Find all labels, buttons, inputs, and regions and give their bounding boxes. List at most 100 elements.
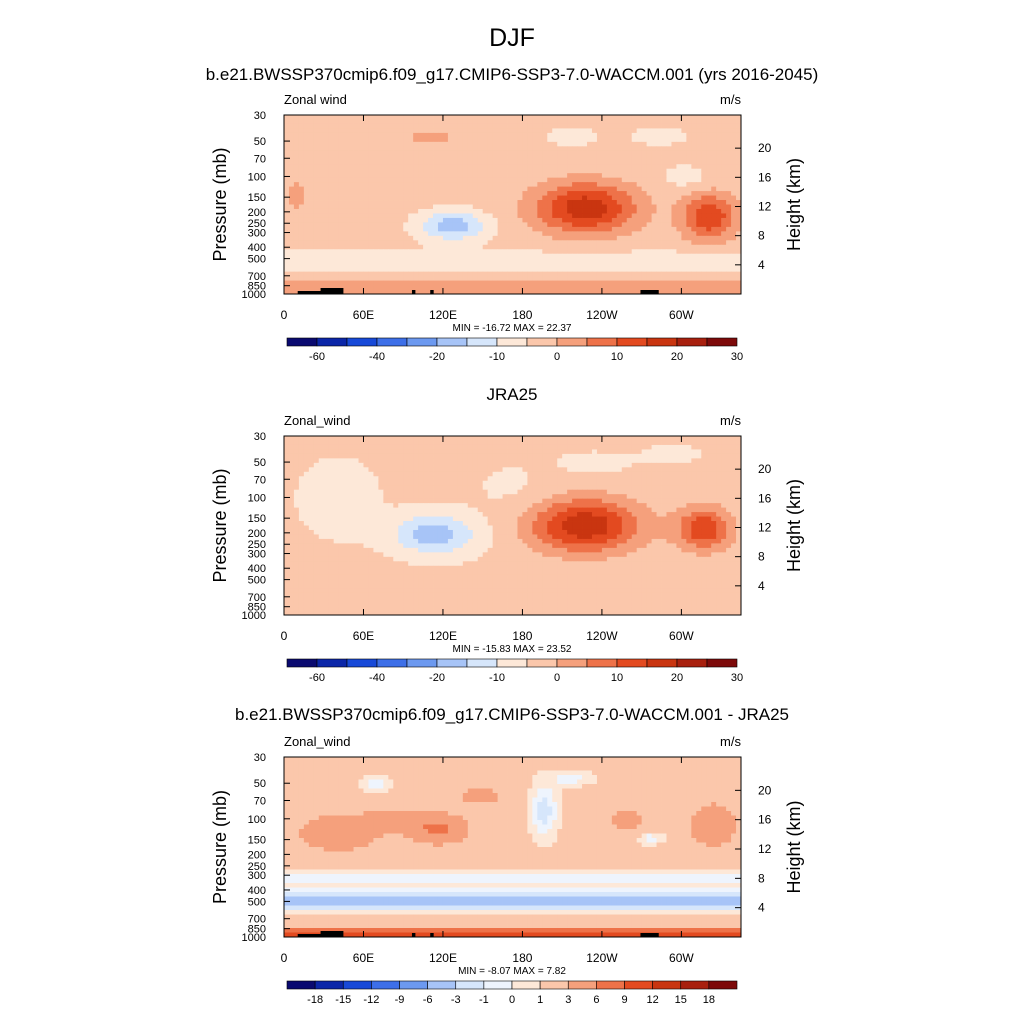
- field-cell: [343, 244, 349, 250]
- field-cell: [373, 128, 379, 134]
- field-cell: [651, 485, 657, 491]
- field-cell: [651, 436, 657, 441]
- field-cell: [323, 204, 330, 210]
- field-cell: [706, 453, 712, 459]
- field-cell: [462, 271, 469, 277]
- field-cell: [676, 271, 682, 277]
- field-cell: [656, 204, 662, 210]
- field-cell: [368, 213, 374, 219]
- field-cell: [726, 480, 732, 486]
- field-cell: [616, 159, 623, 165]
- field-cell: [373, 177, 379, 183]
- field-cell: [313, 164, 320, 170]
- field-cell: [671, 146, 677, 152]
- field-cell: [527, 123, 533, 129]
- field-cell: [293, 217, 300, 223]
- field-cell: [532, 267, 538, 273]
- field-cell: [512, 164, 518, 170]
- field-cell: [567, 141, 573, 147]
- field-cell: [428, 213, 434, 219]
- field-cell: [562, 128, 568, 134]
- field-cell: [562, 462, 568, 468]
- field-cell: [452, 173, 459, 179]
- field-cell: [482, 204, 489, 210]
- field-cell: [378, 208, 384, 214]
- field-cell: [333, 253, 340, 259]
- field-cell: [596, 204, 603, 210]
- field-cell: [636, 280, 643, 286]
- field-cell: [721, 262, 727, 268]
- field-cell: [656, 217, 662, 223]
- field-cell: [606, 271, 613, 277]
- field-cell: [582, 267, 588, 273]
- field-cell: [333, 458, 340, 464]
- field-cell: [428, 444, 434, 450]
- field-cell: [522, 132, 528, 138]
- field-cell: [408, 458, 414, 464]
- field-cell: [591, 453, 598, 459]
- field-cell: [477, 444, 484, 450]
- field-cell: [368, 258, 374, 264]
- field-cell: [308, 244, 315, 250]
- field-cell: [676, 267, 682, 273]
- field-cell: [591, 146, 598, 152]
- field-cell: [726, 485, 732, 491]
- field-cell: [552, 177, 558, 183]
- field-cell: [487, 276, 494, 281]
- field-cell: [671, 119, 677, 125]
- field-cell: [442, 280, 449, 286]
- field-cell: [671, 240, 677, 246]
- field-cell: [631, 485, 638, 491]
- field-cell: [552, 235, 558, 241]
- field-cell: [582, 462, 588, 468]
- field-cell: [492, 150, 498, 156]
- field-cell: [482, 476, 489, 482]
- field-cell: [621, 240, 628, 246]
- field-cell: [393, 440, 399, 446]
- field-cell: [562, 195, 568, 201]
- field-cell: [363, 453, 369, 459]
- field-cell: [333, 444, 340, 450]
- field-cell: [323, 489, 330, 495]
- field-cell: [323, 485, 330, 491]
- field-cell: [333, 449, 340, 455]
- field-cell: [408, 480, 414, 486]
- field-cell: [293, 480, 300, 486]
- field-cell: [537, 235, 543, 241]
- field-cell: [348, 123, 354, 129]
- field-cell: [716, 440, 722, 446]
- field-cell: [487, 213, 494, 219]
- field-cell: [716, 186, 722, 192]
- field-cell: [587, 440, 593, 446]
- field-cell: [423, 182, 429, 188]
- field-cell: [368, 128, 374, 134]
- field-cell: [596, 458, 603, 464]
- field-cell: [353, 494, 359, 500]
- field-cell: [398, 115, 404, 120]
- field-cell: [482, 467, 489, 473]
- field-cell: [457, 276, 464, 281]
- field-cell: [333, 276, 340, 281]
- field-cell: [353, 123, 359, 129]
- field-cell: [288, 200, 295, 205]
- field-cell: [532, 444, 538, 450]
- field-cell: [447, 182, 454, 188]
- field-cell: [656, 249, 662, 255]
- field-cell: [418, 249, 424, 255]
- field-cell: [507, 173, 513, 179]
- field-cell: [403, 258, 409, 264]
- field-cell: [547, 208, 553, 214]
- field-cell: [318, 150, 325, 156]
- field-cell: [572, 471, 578, 477]
- field-cell: [696, 191, 702, 196]
- field-cell: [313, 485, 320, 491]
- field-cell: [661, 280, 667, 286]
- field-cell: [358, 119, 364, 125]
- field-cell: [433, 115, 439, 120]
- field-cell: [497, 444, 503, 450]
- field-cell: [587, 276, 593, 281]
- field-cell: [557, 276, 563, 281]
- field-cell: [596, 213, 603, 219]
- field-cell: [497, 132, 503, 138]
- field-cell: [323, 155, 330, 161]
